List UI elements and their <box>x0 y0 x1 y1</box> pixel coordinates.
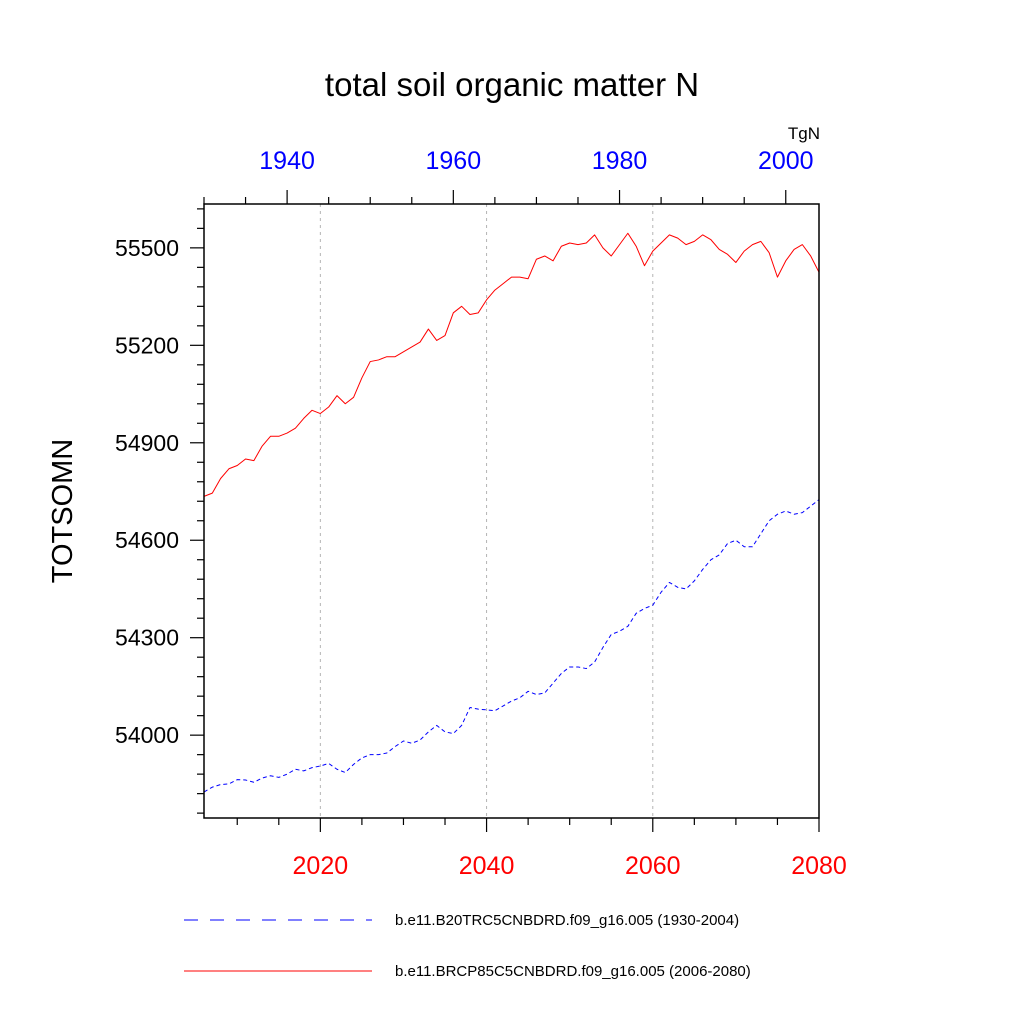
tick-labels: 54000 54300 54600 54900 55200 55500 2020 2040 20… <box>115 147 847 880</box>
y-tick-label: 54600 <box>115 527 179 553</box>
legend-label-1: b.e11.BRCP85C5CNBDRD.f09_g16.005 (2006-2… <box>395 963 751 980</box>
x-top-tick-label: 1940 <box>259 147 315 175</box>
legend: b.e11.B20TRC5CNBDRD.f09_g16.005 (1930-20… <box>184 912 751 980</box>
units-label: TgN <box>788 124 820 143</box>
y-tick-label: 54000 <box>115 722 179 748</box>
gridlines <box>319 204 654 818</box>
chart-title: total soil organic matter N <box>325 66 699 103</box>
y-tick-label: 54300 <box>115 625 179 651</box>
x-bottom-tick-label: 2020 <box>293 852 349 880</box>
x-bottom-tick-label: 2080 <box>791 852 847 880</box>
plot-frame <box>203 203 820 819</box>
y-tick-label: 55500 <box>115 235 179 261</box>
axes <box>190 190 820 832</box>
y-axis-label: TOTSOMN <box>47 439 79 583</box>
legend-label-0: b.e11.B20TRC5CNBDRD.f09_g16.005 (1930-20… <box>395 912 739 929</box>
x-top-tick-label: 1980 <box>592 147 648 175</box>
series-line-0 <box>203 499 820 793</box>
y-tick-label: 55200 <box>115 332 179 358</box>
x-bottom-tick-label: 2040 <box>459 852 515 880</box>
y-tick-label: 54900 <box>115 430 179 456</box>
series-line-1 <box>203 232 820 497</box>
x-bottom-tick-label: 2060 <box>625 852 681 880</box>
series-layer <box>203 232 820 793</box>
x-top-tick-label: 2000 <box>758 147 814 175</box>
x-top-tick-label: 1960 <box>426 147 482 175</box>
